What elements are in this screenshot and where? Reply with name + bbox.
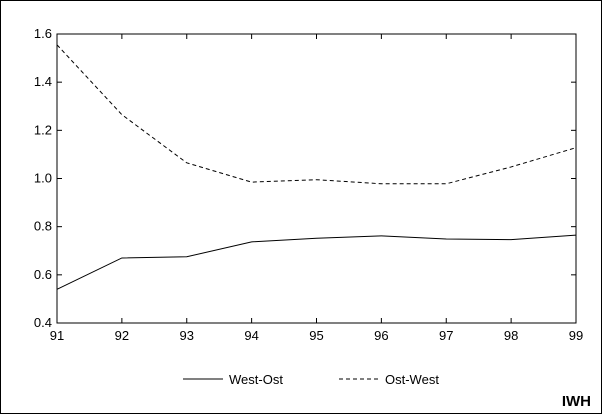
y-axis: 0.4 0.6 0.8 1.0 1.2 1.4 1.6 [34, 26, 576, 330]
x-axis: 91 92 93 94 95 96 97 98 99 [50, 34, 583, 343]
x-tick-label: 99 [569, 328, 583, 343]
series-line-ost-west [56, 44, 577, 185]
y-tick-label: 1.0 [34, 171, 52, 186]
series-line-west-ost [56, 234, 577, 290]
brand-logo-text: IWH [562, 393, 591, 410]
y-tick-label: 1.6 [34, 26, 52, 41]
x-tick-label: 93 [180, 328, 194, 343]
y-tick-label: 1.2 [34, 122, 52, 137]
legend-label-ost-west: Ost-West [385, 372, 439, 387]
legend: West-Ost Ost-West [183, 372, 439, 387]
x-tick-label: 91 [50, 328, 64, 343]
x-tick-label: 96 [374, 328, 388, 343]
x-tick-label: 95 [309, 328, 323, 343]
x-tick-label: 94 [244, 328, 258, 343]
y-tick-label: 1.4 [34, 74, 52, 89]
y-tick-label: 0.6 [34, 267, 52, 282]
y-tick-label: 0.8 [34, 219, 52, 234]
x-tick-label: 92 [115, 328, 129, 343]
y-tick-label: 0.4 [34, 315, 52, 330]
x-tick-label: 97 [439, 328, 453, 343]
plot-area [56, 33, 577, 324]
legend-label-west-ost: West-Ost [229, 372, 283, 387]
series-group [56, 44, 577, 290]
x-tick-label: 98 [504, 328, 518, 343]
